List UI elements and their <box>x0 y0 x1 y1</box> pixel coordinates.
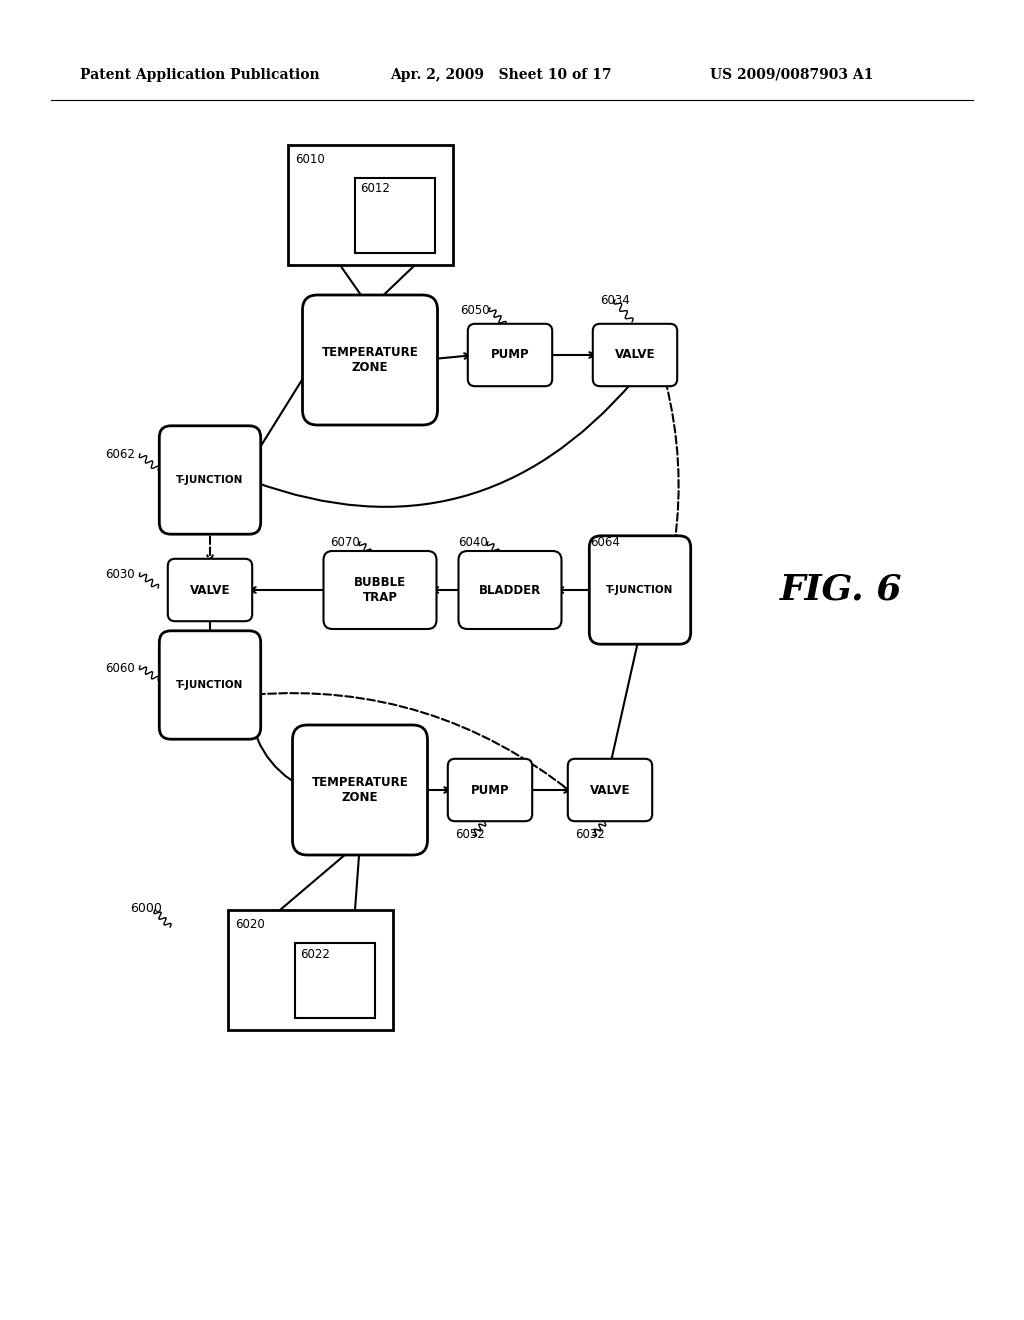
Text: 6010: 6010 <box>296 153 326 166</box>
Text: BUBBLE
TRAP: BUBBLE TRAP <box>354 576 407 605</box>
FancyArrowPatch shape <box>254 692 572 793</box>
FancyArrowPatch shape <box>207 525 213 561</box>
Text: 6064: 6064 <box>590 536 620 549</box>
Text: 6060: 6060 <box>105 661 135 675</box>
FancyBboxPatch shape <box>302 294 437 425</box>
Text: 6040: 6040 <box>458 536 487 549</box>
FancyBboxPatch shape <box>468 323 552 387</box>
Bar <box>288 145 453 265</box>
FancyArrowPatch shape <box>610 638 640 763</box>
FancyBboxPatch shape <box>293 725 427 855</box>
Text: 6034: 6034 <box>600 293 630 306</box>
Text: T-JUNCTION: T-JUNCTION <box>176 680 244 690</box>
Bar <box>295 942 375 1018</box>
FancyBboxPatch shape <box>168 558 252 622</box>
FancyArrowPatch shape <box>666 381 679 543</box>
Text: VALVE: VALVE <box>614 348 655 362</box>
Text: 6050: 6050 <box>460 304 489 317</box>
FancyBboxPatch shape <box>160 631 261 739</box>
FancyArrowPatch shape <box>432 587 465 593</box>
FancyBboxPatch shape <box>593 323 677 387</box>
Text: FIG. 6: FIG. 6 <box>780 573 902 607</box>
Text: PUMP: PUMP <box>490 348 529 362</box>
Text: PUMP: PUMP <box>471 784 509 796</box>
FancyBboxPatch shape <box>160 426 261 535</box>
Text: T-JUNCTION: T-JUNCTION <box>176 475 244 484</box>
FancyArrowPatch shape <box>558 587 598 593</box>
FancyBboxPatch shape <box>447 759 532 821</box>
FancyArrowPatch shape <box>251 359 314 462</box>
FancyBboxPatch shape <box>324 550 436 630</box>
FancyArrowPatch shape <box>425 354 470 360</box>
Text: 6070: 6070 <box>330 536 359 549</box>
Text: Apr. 2, 2009   Sheet 10 of 17: Apr. 2, 2009 Sheet 10 of 17 <box>390 69 611 82</box>
FancyBboxPatch shape <box>567 759 652 821</box>
Text: T-JUNCTION: T-JUNCTION <box>606 585 674 595</box>
Text: 6030: 6030 <box>105 569 134 582</box>
FancyArrowPatch shape <box>254 381 633 507</box>
Bar <box>355 177 435 252</box>
FancyArrowPatch shape <box>416 787 450 793</box>
FancyArrowPatch shape <box>250 587 330 593</box>
Text: VALVE: VALVE <box>590 784 630 796</box>
FancyArrowPatch shape <box>548 352 595 358</box>
Text: 6062: 6062 <box>105 449 135 462</box>
Text: 6020: 6020 <box>236 917 265 931</box>
FancyArrowPatch shape <box>249 698 303 788</box>
Text: 6012: 6012 <box>360 182 390 195</box>
Text: 6022: 6022 <box>300 948 330 961</box>
FancyArrowPatch shape <box>207 616 213 638</box>
Text: TEMPERATURE
ZONE: TEMPERATURE ZONE <box>311 776 409 804</box>
Text: 6052: 6052 <box>455 829 484 842</box>
Text: US 2009/0087903 A1: US 2009/0087903 A1 <box>710 69 873 82</box>
Text: Patent Application Publication: Patent Application Publication <box>80 69 319 82</box>
FancyBboxPatch shape <box>459 550 561 630</box>
Text: TEMPERATURE
ZONE: TEMPERATURE ZONE <box>322 346 419 374</box>
Text: VALVE: VALVE <box>189 583 230 597</box>
Text: BLADDER: BLADDER <box>479 583 541 597</box>
FancyArrowPatch shape <box>527 787 570 793</box>
FancyBboxPatch shape <box>589 536 691 644</box>
Bar <box>227 909 392 1030</box>
Text: 6032: 6032 <box>575 829 605 842</box>
Text: 6000: 6000 <box>130 902 162 915</box>
